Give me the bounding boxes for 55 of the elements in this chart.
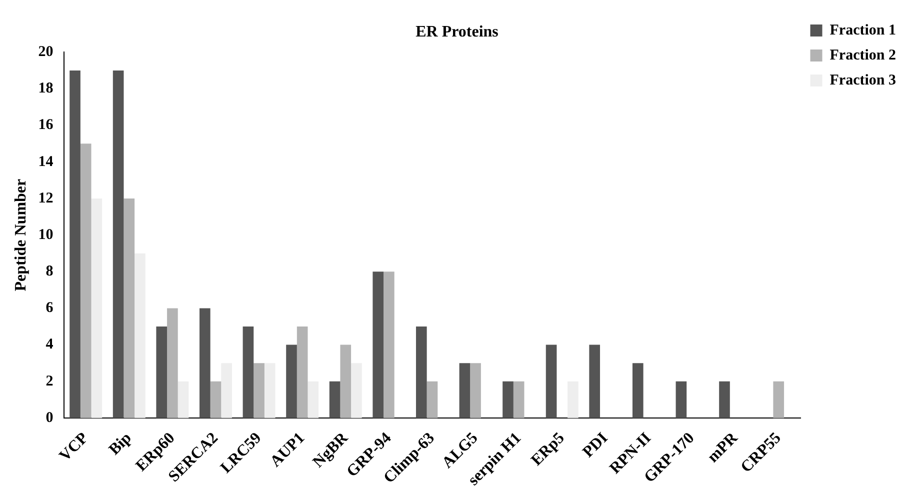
bar bbox=[568, 381, 578, 418]
bar bbox=[589, 344, 600, 418]
bar bbox=[513, 381, 524, 418]
bar bbox=[308, 381, 319, 418]
y-axis-title: Peptide Number bbox=[12, 178, 30, 292]
bar bbox=[340, 344, 352, 418]
y-tick-label: 4 bbox=[46, 336, 54, 353]
bar bbox=[221, 363, 232, 418]
bar bbox=[124, 198, 135, 418]
bar bbox=[372, 272, 384, 418]
bar bbox=[416, 326, 427, 418]
bar bbox=[426, 381, 438, 418]
bar bbox=[80, 144, 92, 418]
chart-title: ER Proteins bbox=[416, 24, 498, 41]
bar bbox=[351, 363, 362, 418]
bar bbox=[242, 326, 254, 418]
bar bbox=[112, 70, 124, 418]
bar bbox=[254, 363, 264, 418]
legend-label: Fraction 3 bbox=[830, 72, 896, 88]
bar bbox=[773, 381, 784, 418]
bar bbox=[210, 381, 222, 418]
legend-label: Fraction 1 bbox=[830, 22, 896, 38]
y-tick-label: 16 bbox=[38, 117, 54, 134]
y-tick-label: 2 bbox=[46, 373, 54, 390]
bar bbox=[632, 363, 644, 418]
bar bbox=[134, 253, 146, 418]
bar bbox=[296, 326, 308, 418]
bar bbox=[286, 344, 297, 418]
legend-label: Fraction 2 bbox=[830, 47, 896, 64]
bar bbox=[719, 381, 730, 418]
bar bbox=[329, 381, 340, 418]
x-tick-label: Bip bbox=[106, 429, 135, 458]
y-tick-label: 8 bbox=[46, 264, 54, 280]
x-tick-label: VCP bbox=[56, 429, 92, 465]
bar bbox=[470, 363, 481, 418]
y-tick-label: 20 bbox=[38, 44, 54, 60]
bar bbox=[384, 272, 394, 418]
bar bbox=[502, 381, 514, 418]
bar bbox=[459, 363, 470, 418]
bar bbox=[200, 308, 210, 418]
bar bbox=[167, 308, 178, 418]
bar bbox=[91, 198, 102, 418]
y-tick-label: 10 bbox=[38, 226, 54, 243]
bar bbox=[546, 344, 557, 418]
bar bbox=[264, 363, 276, 418]
y-tick-label: 18 bbox=[38, 80, 54, 97]
y-tick-label: 0 bbox=[46, 410, 54, 426]
bar bbox=[70, 70, 80, 418]
y-tick-label: 14 bbox=[38, 154, 54, 170]
bar bbox=[676, 381, 687, 418]
x-tick-label: PDI bbox=[580, 429, 612, 461]
bar bbox=[156, 326, 168, 418]
bar bbox=[178, 381, 189, 418]
y-tick-label: 6 bbox=[46, 300, 54, 316]
y-tick-label: 12 bbox=[38, 190, 54, 206]
